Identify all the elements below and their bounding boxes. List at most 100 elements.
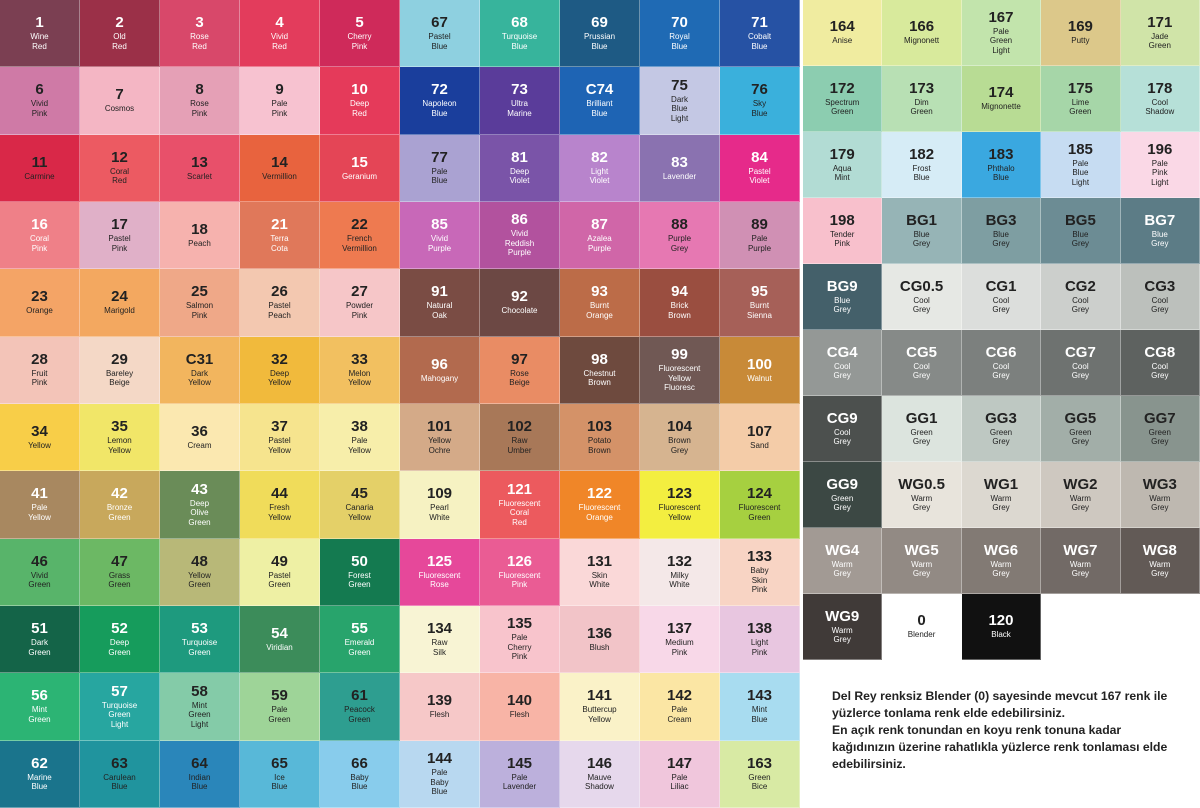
- swatch-name: Pale Blue: [431, 166, 448, 186]
- color-swatch: 173 Dim Green: [882, 66, 962, 132]
- swatch-name: Bareley Beige: [105, 368, 134, 388]
- swatch-name: Pale Liliac: [670, 772, 689, 792]
- swatch-name: Napoleon Blue: [422, 99, 457, 118]
- swatch-name: Vivid Purple: [427, 234, 452, 253]
- swatch-number: GG1: [905, 409, 938, 427]
- swatch-name: Deep Yellow: [268, 368, 291, 388]
- swatch-number: 68: [511, 14, 528, 32]
- swatch-number: 172: [829, 79, 855, 97]
- swatch-number: CG5: [906, 343, 938, 361]
- color-swatch: 172 Spectrum Green: [803, 66, 883, 132]
- swatch-number: 98: [591, 350, 608, 368]
- color-swatch: 28 Fruit Pink: [0, 336, 80, 404]
- swatch-number: 175: [1067, 79, 1093, 97]
- color-swatch: 101 Yellow Ochre: [400, 404, 480, 472]
- swatch-name: Walnut: [747, 373, 772, 383]
- swatch-name: Marigold: [104, 306, 135, 316]
- info-note: Del Rey renksiz Blender (0) sayesinde me…: [832, 689, 1168, 771]
- swatch-name: Buttercup Yellow: [582, 705, 617, 724]
- swatch-name: Mint Blue: [751, 705, 768, 724]
- swatch-number: 140: [506, 692, 533, 710]
- swatch-number: 81: [511, 148, 528, 166]
- swatch-number: 145: [506, 754, 533, 772]
- swatch-number: 75: [671, 76, 688, 94]
- swatch-panel-left: 1 Wine Red 2 Old Red 3 Rose Red 4 Vivid Red 5 Che…: [0, 0, 400, 808]
- swatch-name: Mignonette: [981, 102, 1021, 112]
- color-swatch: GG1 Green Grey: [882, 396, 962, 462]
- color-swatch: 84 Pastel Violet: [720, 134, 800, 202]
- swatch-name: Green Bice: [748, 772, 771, 792]
- swatch-number: 5: [355, 14, 364, 32]
- swatch-name: Lavender: [662, 171, 697, 181]
- color-swatch: 75 Dark Blue Light: [640, 67, 720, 135]
- color-swatch: GG7 Green Grey: [1120, 396, 1200, 462]
- swatch-number: 16: [31, 216, 48, 234]
- swatch-name: Fluorescent Pink: [498, 570, 541, 590]
- color-swatch: 32 Deep Yellow: [240, 336, 320, 404]
- swatch-name: Yellow Ochre: [428, 436, 451, 455]
- swatch-number: 67: [431, 14, 448, 32]
- color-swatch: 164 Anise: [803, 0, 883, 66]
- swatch-name: Emerald Green: [344, 638, 375, 657]
- swatch-number: 21: [271, 216, 288, 234]
- swatch-number: 47: [111, 552, 128, 570]
- swatch-number: 84: [751, 148, 768, 166]
- swatch-number: 120: [988, 612, 1014, 630]
- swatch-number: 88: [671, 216, 688, 234]
- swatch-number: 97: [511, 350, 528, 368]
- swatch-number: WG2: [1063, 475, 1098, 493]
- swatch-number: 34: [31, 422, 48, 440]
- color-swatch: 12 Coral Red: [80, 134, 160, 202]
- color-swatch: 174 Mignonette: [961, 66, 1042, 132]
- swatch-name: Turquoise Blue: [501, 32, 538, 51]
- swatch-name: Warm Grey: [831, 559, 853, 579]
- swatch-name: Purple Grey: [667, 234, 692, 253]
- swatch-name: Carulean Blue: [103, 772, 136, 792]
- swatch-number: 71: [751, 14, 768, 32]
- color-swatch: 22 French Vermillion: [320, 202, 400, 270]
- color-swatch: 133 Baby Skin Pink: [720, 538, 800, 606]
- swatch-name: Burnt Sienna: [747, 301, 772, 320]
- color-swatch: CG0.5 Cool Grey: [882, 264, 962, 330]
- swatch-number: 29: [111, 350, 128, 368]
- swatch-name: Raw Silk: [431, 638, 448, 657]
- color-swatch: 122 Fluorescent Orange: [560, 471, 640, 539]
- swatch-name: Chestnut Brown: [583, 368, 616, 388]
- color-swatch: 185 Pale Blue Light: [1041, 132, 1121, 198]
- color-swatch: 53 Turquoise Green: [160, 606, 240, 674]
- swatch-name: Warm Grey: [1149, 559, 1171, 579]
- swatch-number: 35: [111, 418, 128, 436]
- swatch-name: Blue Grey: [1151, 229, 1169, 249]
- swatch-number: 173: [909, 79, 935, 97]
- swatch-number: 138: [746, 620, 773, 638]
- color-swatch: 49 Pastel Green: [240, 538, 320, 606]
- swatch-number: 37: [271, 418, 288, 436]
- swatch-name: Cosmos: [104, 104, 135, 114]
- color-swatch: 178 Cool Shadow: [1120, 66, 1200, 132]
- color-swatch: 15 Geranium: [320, 134, 400, 202]
- swatch-number: 64: [191, 754, 208, 772]
- swatch-number: 26: [271, 283, 288, 301]
- swatch-number: 93: [591, 283, 608, 301]
- swatch-number: 72: [431, 81, 448, 99]
- color-swatch: 124 Fluorescent Green: [720, 471, 800, 539]
- color-swatch: 52 Deep Green: [80, 606, 160, 674]
- swatch-name: Mahogany: [420, 373, 459, 383]
- color-swatch: 55 Emerald Green: [320, 606, 400, 674]
- swatch-name: Rose Pink: [190, 99, 209, 118]
- swatch-name: Melon Yellow: [348, 368, 371, 388]
- swatch-name: Flesh: [429, 710, 450, 720]
- swatch-name: Cool Grey: [833, 361, 851, 381]
- swatch-name: Cool Grey: [912, 361, 931, 381]
- swatch-name: Light Pink: [750, 638, 769, 657]
- color-swatch: 11 Carmine: [0, 134, 80, 202]
- color-swatch: 66 Baby Blue: [320, 740, 400, 808]
- swatch-name: Phthalo Blue: [987, 163, 1015, 183]
- swatch-number: 136: [586, 624, 613, 642]
- color-swatch: 198 Tender Pink: [803, 198, 883, 264]
- swatch-name: Ultra Marine: [507, 99, 532, 118]
- color-swatch: 17 Pastel Pink: [80, 202, 160, 270]
- swatch-name: Pale Cherry Pink: [507, 633, 532, 662]
- color-swatch: 92 Chocolate: [480, 269, 560, 337]
- color-swatch: 82 Light Violet: [560, 134, 640, 202]
